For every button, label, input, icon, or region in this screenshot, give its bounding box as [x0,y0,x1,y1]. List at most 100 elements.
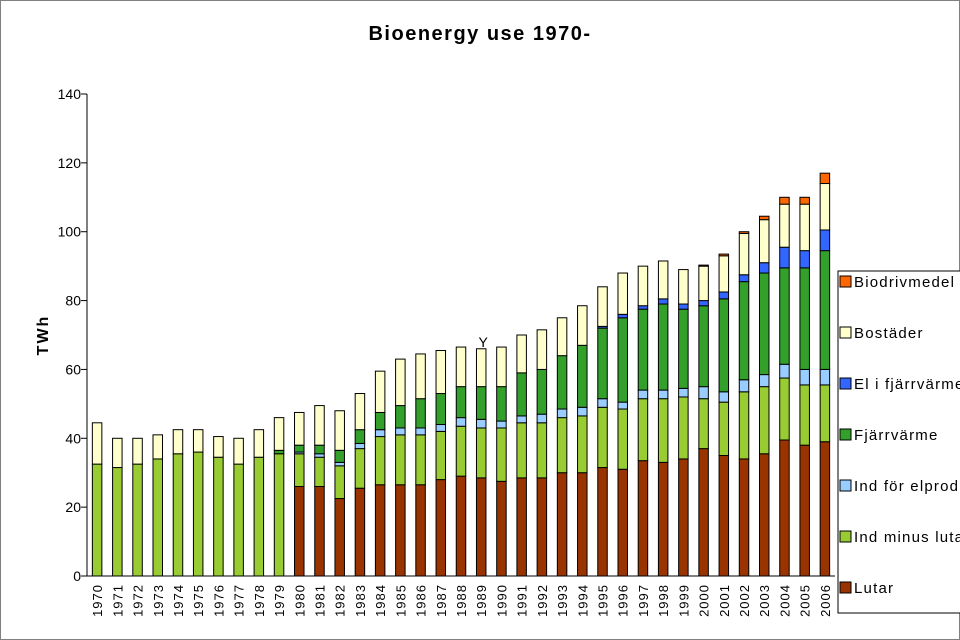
bar-segment [718,291,730,300]
bar-segment [395,405,406,429]
bar-segment [577,305,588,346]
legend-swatch [839,377,852,390]
bar-segment [678,458,689,577]
bar-segment [354,429,366,444]
bar-segment [799,250,810,269]
bar-segment [779,267,790,365]
bar-segment [799,267,810,370]
bar-segment [233,463,244,577]
bar-segment [395,427,406,436]
bar-segment [213,436,224,458]
bars-group [91,172,831,577]
y-axis: 0 20 40 60 80 100 120 140 [58,86,88,584]
bar-stack-1975 [192,429,204,577]
bar-segment [516,477,527,577]
bar-stack-1999 [678,269,689,577]
bar-stack-1994 [577,305,588,577]
bar-segment [334,461,345,467]
bar-segment [799,368,810,386]
legend-swatch [839,581,852,594]
bar-segment [455,346,467,388]
x-tick-label: 2001 [717,584,732,617]
bar-segment [657,389,669,400]
x-tick-label: 1987 [434,584,449,617]
x-tick-label: 1972 [131,584,146,617]
bar-segment [294,485,305,577]
bar-segment [819,172,831,185]
x-tick-label: 1995 [596,584,611,617]
x-tick-label: 1992 [535,584,550,617]
bar-segment [536,413,548,424]
bar-stack-2002 [738,231,750,577]
bar-segment [758,386,770,455]
x-tick-label: 1980 [292,584,307,617]
bar-segment [819,183,831,231]
bar-segment [779,203,790,248]
legend-label: Ind minus lutar [854,529,960,546]
bar-segment [758,219,770,264]
bar-segment [577,415,588,474]
bar-segment [779,439,790,577]
bar-stack-2004 [779,196,790,577]
x-tick-label: 1984 [373,584,388,617]
bar-stack-1978 [253,429,265,577]
legend-label: El i fjärrvärme [854,376,960,393]
bar-segment [657,260,669,300]
bar-segment [354,442,366,450]
x-tick-label: 1986 [414,584,429,617]
x-tick-label: 2005 [798,584,813,617]
bar-segment [617,317,628,403]
bar-segment [637,460,649,577]
bar-segment [354,487,366,577]
bar-segment [395,484,406,577]
bar-stack-1973 [152,434,164,577]
bar-stack-1998 [657,260,669,577]
x-tick-label: 1991 [515,584,530,617]
legend-swatch [839,326,852,339]
bar-segment [496,420,507,429]
x-axis: 1970 1971 1972 1973 1974 1975 1976 1977 1978 1979… [87,575,835,617]
bar-segment [435,479,447,577]
bar-segment [374,436,386,486]
bar-stack-2005 [799,196,810,577]
bar-stack-1984 [374,370,386,577]
x-tick-label: 1998 [656,584,671,617]
bar-segment [112,467,123,577]
bar-segment [455,417,467,427]
bar-segment [354,448,366,489]
bar-segment [192,429,204,453]
bar-segment [395,434,406,486]
bar-segment [779,377,790,441]
bar-segment [718,401,730,456]
legend-swatch [839,479,852,492]
bar-segment [556,355,568,410]
x-tick-label: 1996 [616,584,631,617]
bar-segment [334,410,345,451]
legend-label: Ind för elprod [854,478,959,495]
bar-segment [556,417,568,474]
bar-segment [496,386,507,422]
bar-segment [192,451,204,577]
bar-segment [799,384,810,446]
bar-segment [698,386,709,400]
x-tick-label: 1985 [393,584,408,617]
bar-segment [273,449,285,455]
bar-segment [475,477,487,577]
bar-segment [253,456,265,577]
bar-segment [415,427,426,436]
x-tick-label: 1990 [494,584,509,617]
bar-stack-1992 [536,329,548,577]
bar-segment [455,425,467,477]
x-tick-label: 2002 [737,584,752,617]
bar-segment [597,467,608,577]
bar-stack-1979 [273,417,285,577]
y-tick-label: 140 [58,86,82,102]
bar-segment [415,398,426,429]
bar-segment [273,417,285,451]
bar-segment [253,429,265,458]
bar-segment [294,444,305,453]
chart-annotation: Y [479,334,489,350]
bar-segment [395,358,406,407]
legend-label: Biodrivmedel [854,274,955,291]
